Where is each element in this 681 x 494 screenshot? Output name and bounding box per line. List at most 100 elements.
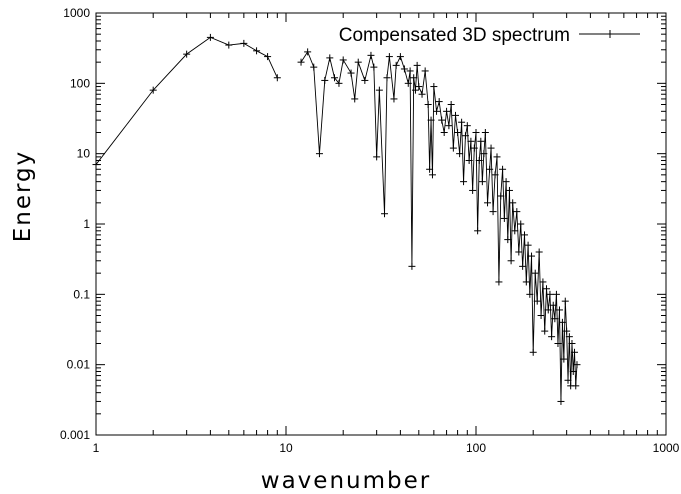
data-point-marker (433, 107, 441, 115)
data-point-marker (413, 61, 421, 69)
data-point-marker (411, 86, 419, 94)
data-point-marker (415, 83, 423, 91)
data-point-marker (381, 210, 389, 218)
data-point-marker (321, 76, 329, 84)
data-point-marker (557, 397, 565, 405)
data-point-marker (528, 252, 536, 260)
data-point-marker (524, 241, 532, 249)
data-point-marker (183, 50, 191, 58)
data-point-marker (370, 63, 378, 71)
data-point-marker (497, 192, 505, 200)
data-point-marker (470, 144, 478, 152)
data-point-marker (331, 74, 339, 82)
data-point-marker (560, 355, 568, 363)
data-point-marker (521, 231, 529, 239)
data-point-marker (480, 150, 488, 158)
data-point-marker (447, 101, 455, 109)
data-point-marker (458, 118, 466, 126)
x-tick-label: 1 (93, 441, 100, 455)
data-point-marker (461, 132, 469, 140)
data-point-marker (493, 153, 501, 161)
data-point-marker (486, 165, 494, 173)
data-point-marker (509, 199, 517, 207)
data-point-marker (564, 376, 572, 384)
data-point-marker (454, 128, 462, 136)
data-point-marker (367, 51, 375, 59)
data-point-marker (421, 67, 429, 75)
y-axis-title: Energy (10, 150, 36, 243)
data-point-marker (443, 107, 451, 115)
data-point-marker (335, 79, 343, 87)
data-point-marker (438, 116, 446, 124)
data-point-marker (440, 128, 448, 136)
data-point-marker (513, 208, 521, 216)
data-point-marker (375, 86, 383, 94)
data-point-marker (505, 186, 513, 194)
data-point-marker (400, 65, 408, 73)
data-point-marker (463, 122, 471, 130)
data-point-marker (456, 150, 464, 158)
data-point-marker (351, 95, 359, 103)
data-point-marker (569, 367, 577, 375)
data-point-marker (361, 76, 369, 84)
data-point-marker (515, 248, 523, 256)
data-point-marker (418, 90, 426, 98)
data-point-marker (531, 269, 539, 277)
data-point-marker (475, 156, 483, 164)
data-point-marker (517, 220, 525, 228)
y-tick-label: 0.1 (73, 287, 90, 301)
axis-ticks (95, 12, 667, 436)
data-point-marker (304, 48, 312, 56)
data-point-marker (445, 122, 453, 130)
data-point-marker (489, 208, 497, 216)
data-point-marker (495, 278, 503, 286)
data-point-marker (472, 128, 480, 136)
series-markers (92, 33, 581, 405)
data-point-marker (522, 278, 530, 286)
data-point-marker (435, 98, 443, 106)
data-point-marker (555, 306, 563, 314)
y-tick-label: 10 (77, 147, 91, 161)
x-tick-label: 100 (466, 441, 486, 455)
data-point-marker (552, 290, 560, 298)
data-point-marker (563, 327, 571, 335)
data-point-marker (499, 165, 507, 173)
data-point-marker (474, 227, 482, 235)
data-point-marker (424, 101, 432, 109)
data-point-marker (297, 58, 305, 66)
data-point-marker (404, 79, 412, 87)
data-point-marker (500, 214, 508, 222)
data-point-marker (273, 74, 281, 82)
data-point-marker (408, 262, 416, 270)
data-point-marker (430, 83, 438, 91)
plot-frame (95, 12, 667, 436)
x-axis-title: wavenumber (261, 468, 431, 494)
data-point-marker (385, 53, 393, 61)
data-point-marker (315, 150, 323, 158)
data-point-marker (539, 278, 547, 286)
data-point-marker (481, 128, 489, 136)
data-point-marker (519, 262, 527, 270)
data-point-marker (561, 297, 569, 305)
data-point-marker (568, 339, 576, 347)
data-point-marker (551, 315, 559, 323)
data-point-marker (92, 161, 100, 169)
y-tick-label: 0.01 (67, 358, 91, 372)
data-point-marker (392, 61, 400, 69)
data-point-marker (253, 47, 261, 55)
data-point-marker (504, 236, 512, 244)
data-point-marker (484, 199, 492, 207)
x-tick-label: 10 (279, 441, 293, 455)
data-point-marker (467, 137, 475, 145)
data-point-marker (548, 333, 556, 341)
data-point-marker (383, 74, 391, 82)
data-point-marker (469, 186, 477, 194)
data-point-marker (339, 56, 347, 64)
data-point-marker (264, 53, 272, 61)
data-point-marker (565, 333, 573, 341)
legend: Compensated 3D spectrum (339, 25, 640, 46)
data-point-marker (526, 290, 534, 298)
x-tick-label: 1000 (653, 441, 680, 455)
y-tick-label: 1 (83, 217, 90, 231)
